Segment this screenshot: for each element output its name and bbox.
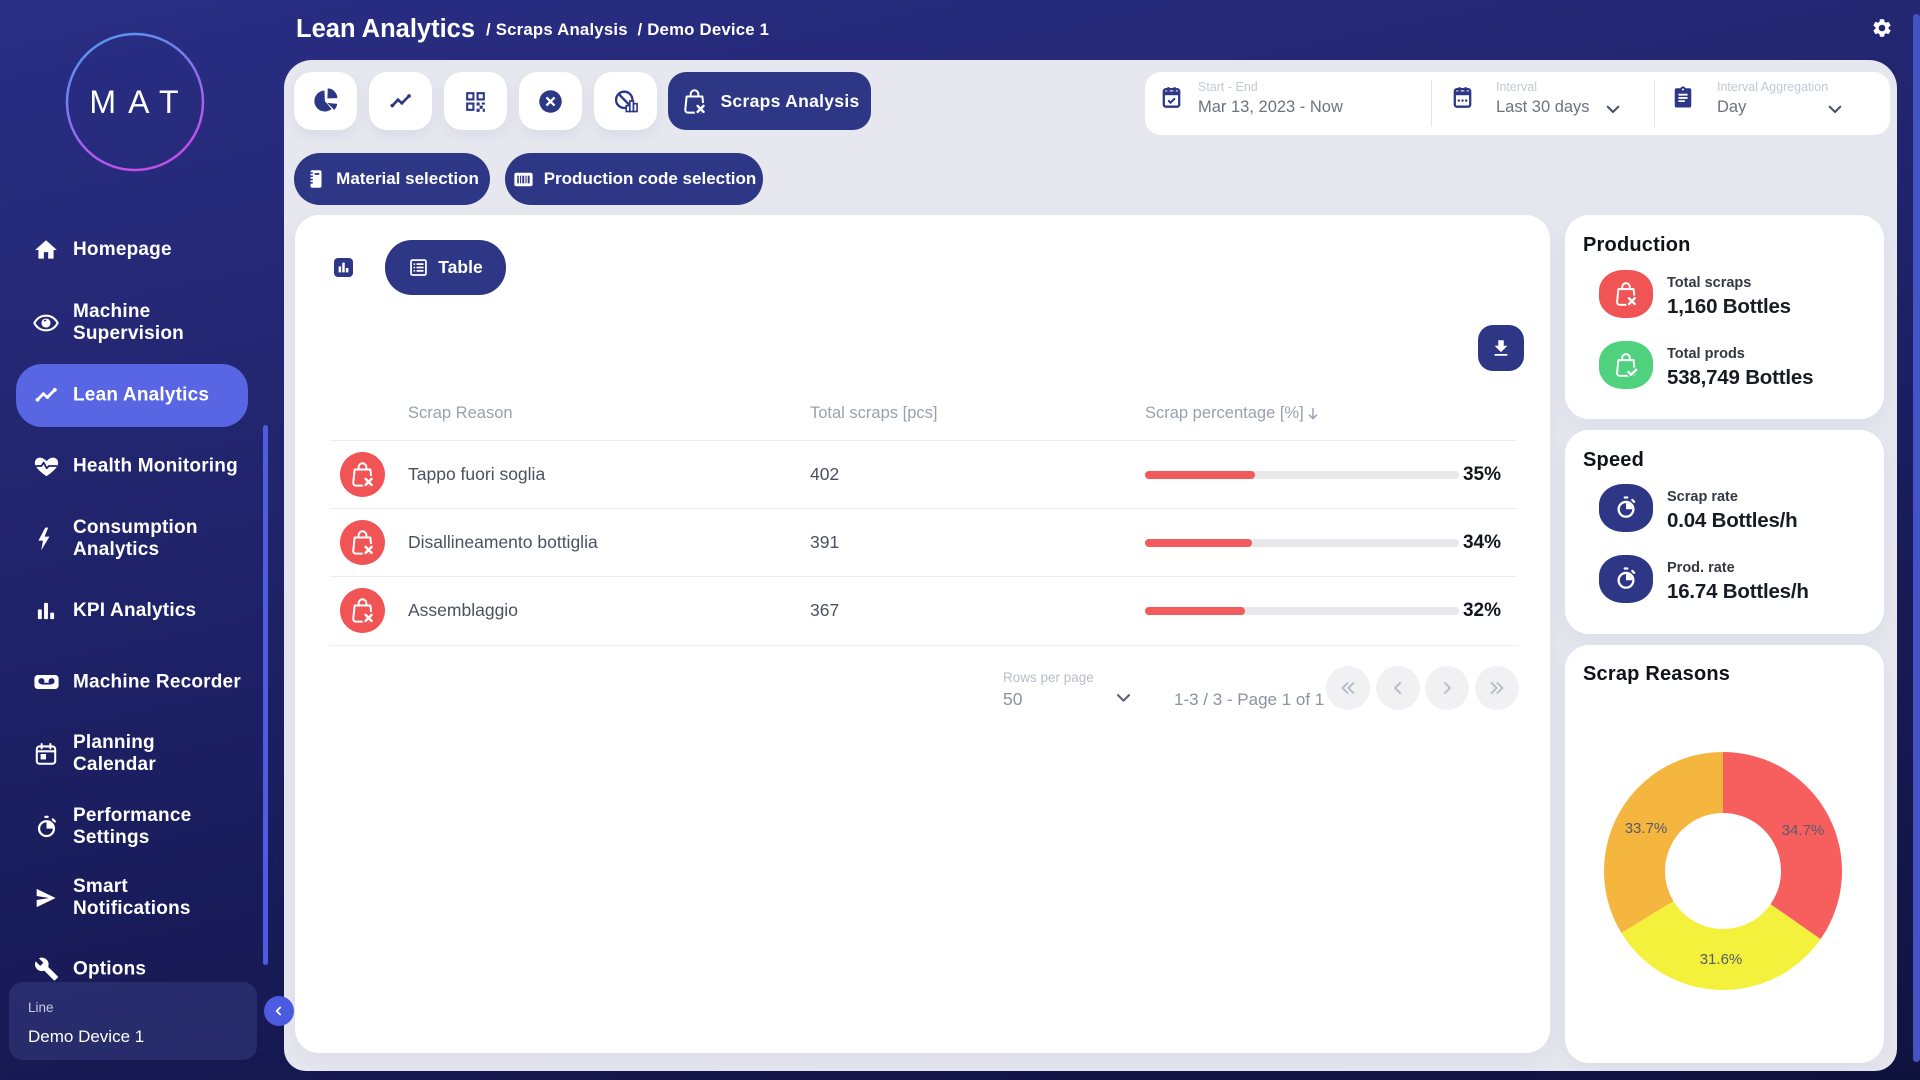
svg-text:MAT: MAT — [89, 84, 190, 120]
svg-text:33.7%: 33.7% — [1625, 820, 1668, 837]
svg-text:34.7%: 34.7% — [1782, 822, 1825, 839]
svg-text:31.6%: 31.6% — [1700, 951, 1743, 968]
